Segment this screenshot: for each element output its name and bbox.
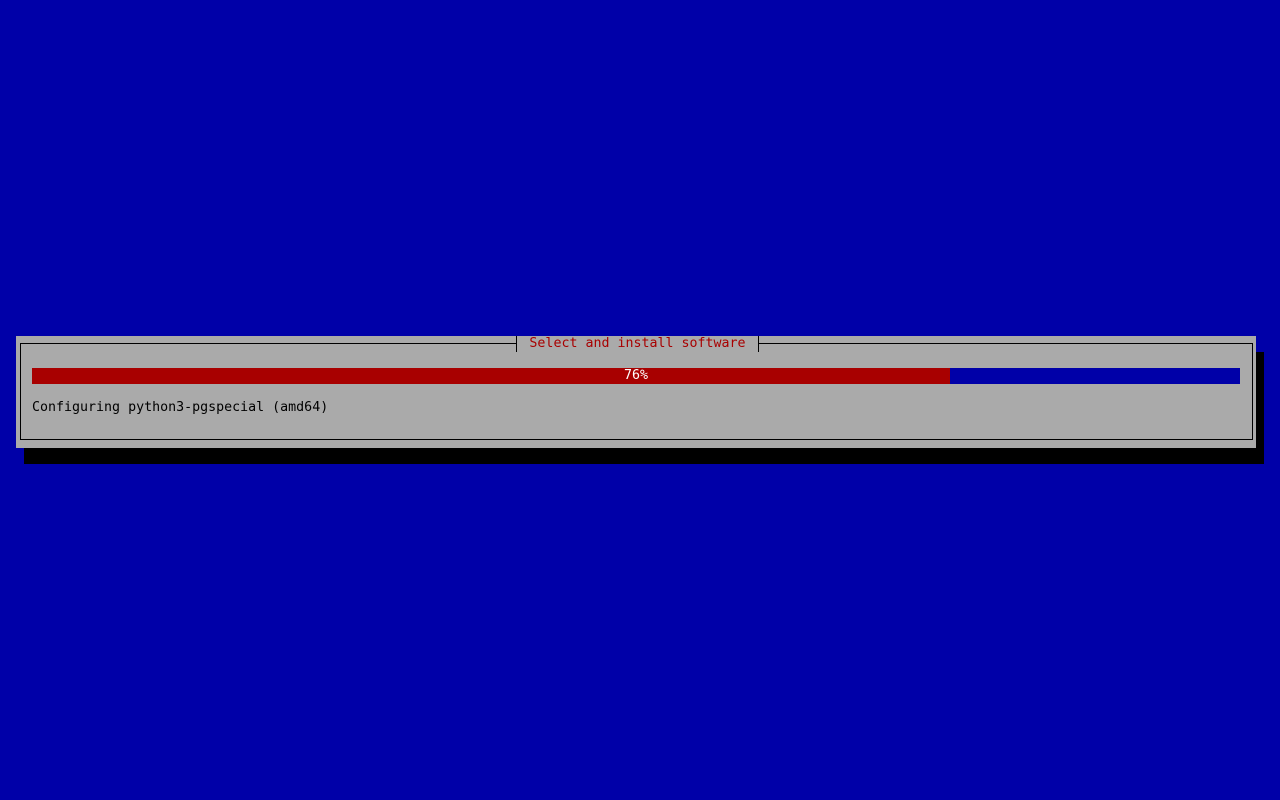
dialog-frame [20,343,1253,440]
dialog-title: Select and install software [516,336,759,352]
progress-bar: 76% [32,368,1240,384]
progress-bar-fill [32,368,951,384]
status-text: Configuring python3-pgspecial (amd64) [32,400,329,415]
progress-percent: 76% [623,368,649,383]
progress-dialog: Select and install software 76% Configur… [16,336,1256,448]
